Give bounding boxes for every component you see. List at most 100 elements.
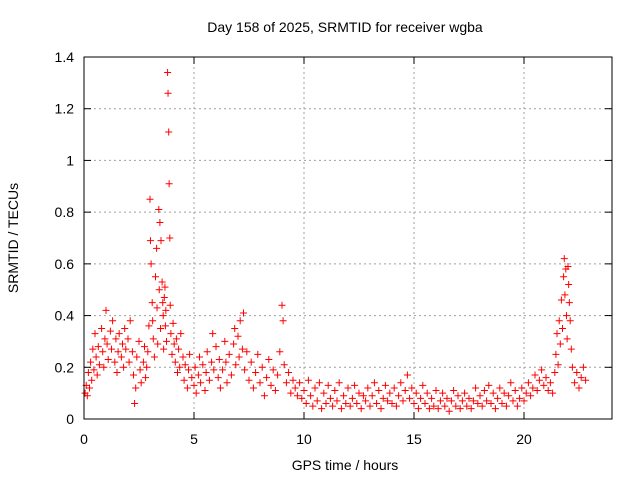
data-point [245, 376, 253, 384]
data-point [241, 366, 249, 374]
data-point [496, 384, 504, 392]
data-point [179, 353, 187, 361]
data-point [487, 399, 495, 407]
data-point [447, 397, 455, 405]
data-point [577, 374, 585, 382]
data-point [445, 407, 453, 415]
data-point [222, 358, 230, 366]
data-point [249, 384, 257, 392]
x-tick-label: 15 [406, 431, 422, 447]
data-point [154, 340, 162, 348]
data-point [201, 387, 209, 395]
data-point [83, 392, 91, 400]
data-point [302, 399, 310, 407]
grid-lines [84, 57, 612, 419]
data-point [557, 296, 565, 304]
data-point [483, 397, 491, 405]
data-point [320, 389, 328, 397]
data-point [152, 273, 159, 281]
data-point [132, 384, 140, 392]
y-tick-label: 1 [66, 152, 74, 168]
data-point [434, 405, 442, 413]
data-point [104, 356, 112, 364]
data-point [192, 389, 200, 397]
data-point [472, 384, 480, 392]
data-point [562, 312, 570, 320]
data-point [353, 399, 361, 407]
axis-ticks [83, 56, 612, 420]
data-point [342, 399, 350, 407]
data-point [527, 392, 535, 400]
data-point [498, 399, 506, 407]
data-point [214, 374, 222, 382]
data-point [170, 340, 178, 348]
data-point [390, 384, 398, 392]
data-point [381, 381, 389, 389]
data-point [452, 402, 460, 410]
data-point [106, 327, 114, 335]
data-point [582, 376, 590, 384]
data-point [507, 379, 515, 387]
data-point [269, 366, 277, 374]
data-point [164, 69, 172, 77]
data-point [133, 353, 141, 361]
data-point [121, 325, 129, 332]
data-point [559, 325, 566, 332]
data-point [298, 394, 306, 402]
data-point [518, 384, 526, 392]
x-tick-label: 5 [190, 431, 198, 447]
data-point [160, 293, 168, 301]
data-point [99, 348, 107, 356]
data-point [392, 402, 400, 410]
x-axis-label: GPS time / hours [292, 457, 399, 473]
data-point [232, 361, 240, 369]
data-point [307, 392, 315, 400]
data-point [166, 301, 174, 309]
data-point [256, 379, 264, 387]
data-point [399, 397, 407, 405]
data-point [351, 381, 359, 389]
data-point [456, 405, 464, 413]
data-point [505, 392, 513, 400]
data-point [524, 379, 532, 387]
data-point [304, 376, 312, 384]
data-point [544, 387, 552, 395]
data-point [485, 381, 493, 389]
data-point [289, 376, 297, 384]
data-point [428, 394, 436, 402]
data-point [414, 405, 422, 413]
data-point [142, 374, 150, 382]
data-point [114, 348, 122, 356]
data-point [88, 376, 96, 384]
data-point [144, 348, 152, 356]
data-point [417, 394, 425, 402]
data-point [172, 335, 180, 343]
data-point [556, 340, 564, 348]
data-point [166, 234, 174, 242]
data-point [191, 363, 199, 371]
y-tick-label: 0.6 [55, 256, 75, 272]
data-point [225, 350, 233, 358]
data-point [177, 330, 185, 338]
data-point [124, 335, 132, 343]
data-point [346, 402, 354, 410]
data-point [150, 353, 158, 361]
data-point [410, 399, 418, 407]
data-point [117, 353, 125, 361]
data-point [194, 371, 202, 379]
data-point [430, 402, 438, 410]
data-point [137, 379, 145, 387]
data-point [549, 389, 557, 397]
data-series-srmtid [81, 69, 590, 415]
data-point [122, 345, 130, 353]
data-point [167, 330, 175, 338]
data-point [575, 384, 583, 392]
data-point [101, 335, 109, 343]
data-point [285, 368, 293, 376]
data-point [318, 405, 326, 413]
data-point [348, 394, 356, 402]
y-axis-label: SRMTID / TECUs [5, 183, 21, 293]
data-point [469, 397, 477, 405]
data-point [208, 358, 216, 366]
data-point [531, 371, 539, 379]
